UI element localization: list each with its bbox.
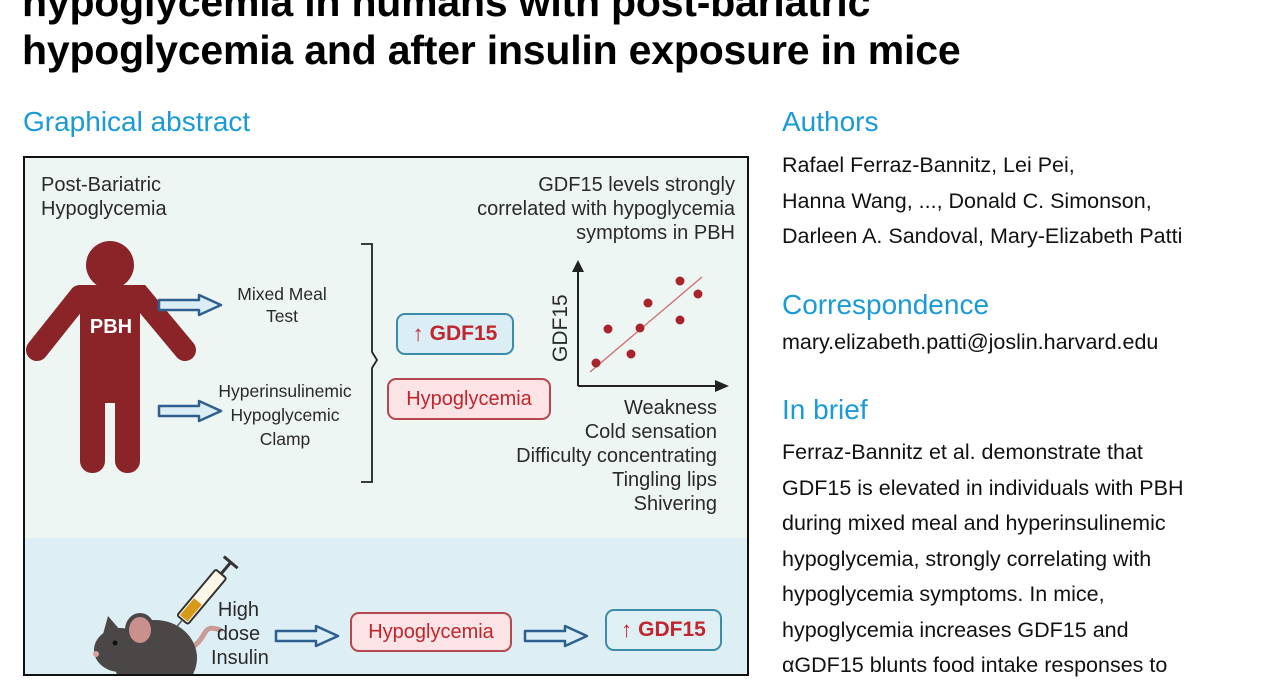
up-arrow-icon: ↑ (412, 321, 424, 346)
in-brief-heading: In brief (782, 394, 868, 425)
author-line: Hanna Wang, ..., Donald C. Simonson, (782, 188, 1152, 213)
mouse-hypoglycemia-pill: Hypoglycemia (350, 612, 512, 652)
arrow-right-icon (157, 399, 223, 423)
mixed-meal-test-label: Mixed Meal Test (237, 284, 327, 326)
author-line: Rafael Ferraz-Bannitz, Lei Pei, (782, 153, 1075, 177)
title-line-2: hypoglycemia and after insulin exposure … (22, 27, 961, 73)
symptoms-list: Weakness Cold sensation Difficulty conce… (516, 396, 717, 516)
curly-brace-icon (361, 243, 379, 483)
arrow-right-icon (274, 624, 340, 648)
symptom-item: Weakness (623, 397, 717, 419)
pbh-figure-label: PBH (89, 316, 133, 338)
arrow-right-icon (523, 624, 589, 648)
graphical-abstract-figure: Post-Bariatric Hypoglycemia PBH Mixed Me… (23, 156, 749, 676)
clamp-label: Hyperinsulinemic Hypoglycemic Clamp (218, 381, 352, 449)
human-figure-icon (26, 241, 196, 473)
correspondence-heading: Correspondence (782, 289, 990, 320)
authors-heading: Authors (782, 106, 879, 137)
graphical-abstract-heading: Graphical abstract (23, 106, 251, 137)
high-dose-insulin-label: High dose Insulin (211, 599, 269, 669)
article-title: hypoglycemia in humans with post-bariatr… (22, 0, 961, 74)
hypoglycemia-pill: Hypoglycemia (387, 378, 551, 420)
in-brief-text: Ferraz-Bannitz et al. demonstrate that G… (782, 435, 1184, 684)
in-brief-line: αGDF15 blunts food intake responses to (782, 653, 1168, 677)
correlation-caption: GDF15 levels strongly correlated with hy… (477, 174, 735, 244)
in-brief-line: during mixed meal and hyperinsulinemic (782, 511, 1166, 535)
scatter-plot (572, 260, 729, 392)
in-brief-line: GDF15 is elevated in individuals with PB… (782, 475, 1184, 500)
data-points (591, 276, 703, 368)
symptom-item: Tingling lips (612, 469, 717, 491)
gdf15-increase-pill: ↑ GDF15 (396, 313, 514, 355)
title-line-1: hypoglycemia in humans with post-bariatr… (22, 0, 871, 25)
in-brief-line: hypoglycemia, strongly correlating with (782, 546, 1152, 571)
symptom-item: Cold sensation (584, 421, 717, 443)
mouse-gdf15-increase-pill: ↑ GDF15 (605, 609, 722, 651)
pbh-label: Post-Bariatric Hypoglycemia (41, 174, 167, 220)
in-brief-line: hypoglycemia symptoms. In mice, (782, 582, 1105, 606)
in-brief-line: Ferraz-Bannitz et al. demonstrate that (782, 440, 1143, 464)
symptom-item: Shivering (633, 493, 717, 515)
up-arrow-icon: ↑ (621, 617, 633, 642)
symptom-item: Difficulty concentrating (516, 445, 717, 467)
correspondence-email[interactable]: mary.elizabeth.patti@joslin.harvard.edu (782, 330, 1159, 354)
authors-list: Rafael Ferraz-Bannitz, Lei Pei, Hanna Wa… (782, 148, 1182, 255)
author-line: Darleen A. Sandoval, Mary-Elizabeth Patt… (782, 224, 1183, 248)
arrow-right-icon (157, 293, 223, 317)
in-brief-line: hypoglycemia increases GDF15 and (782, 617, 1129, 642)
